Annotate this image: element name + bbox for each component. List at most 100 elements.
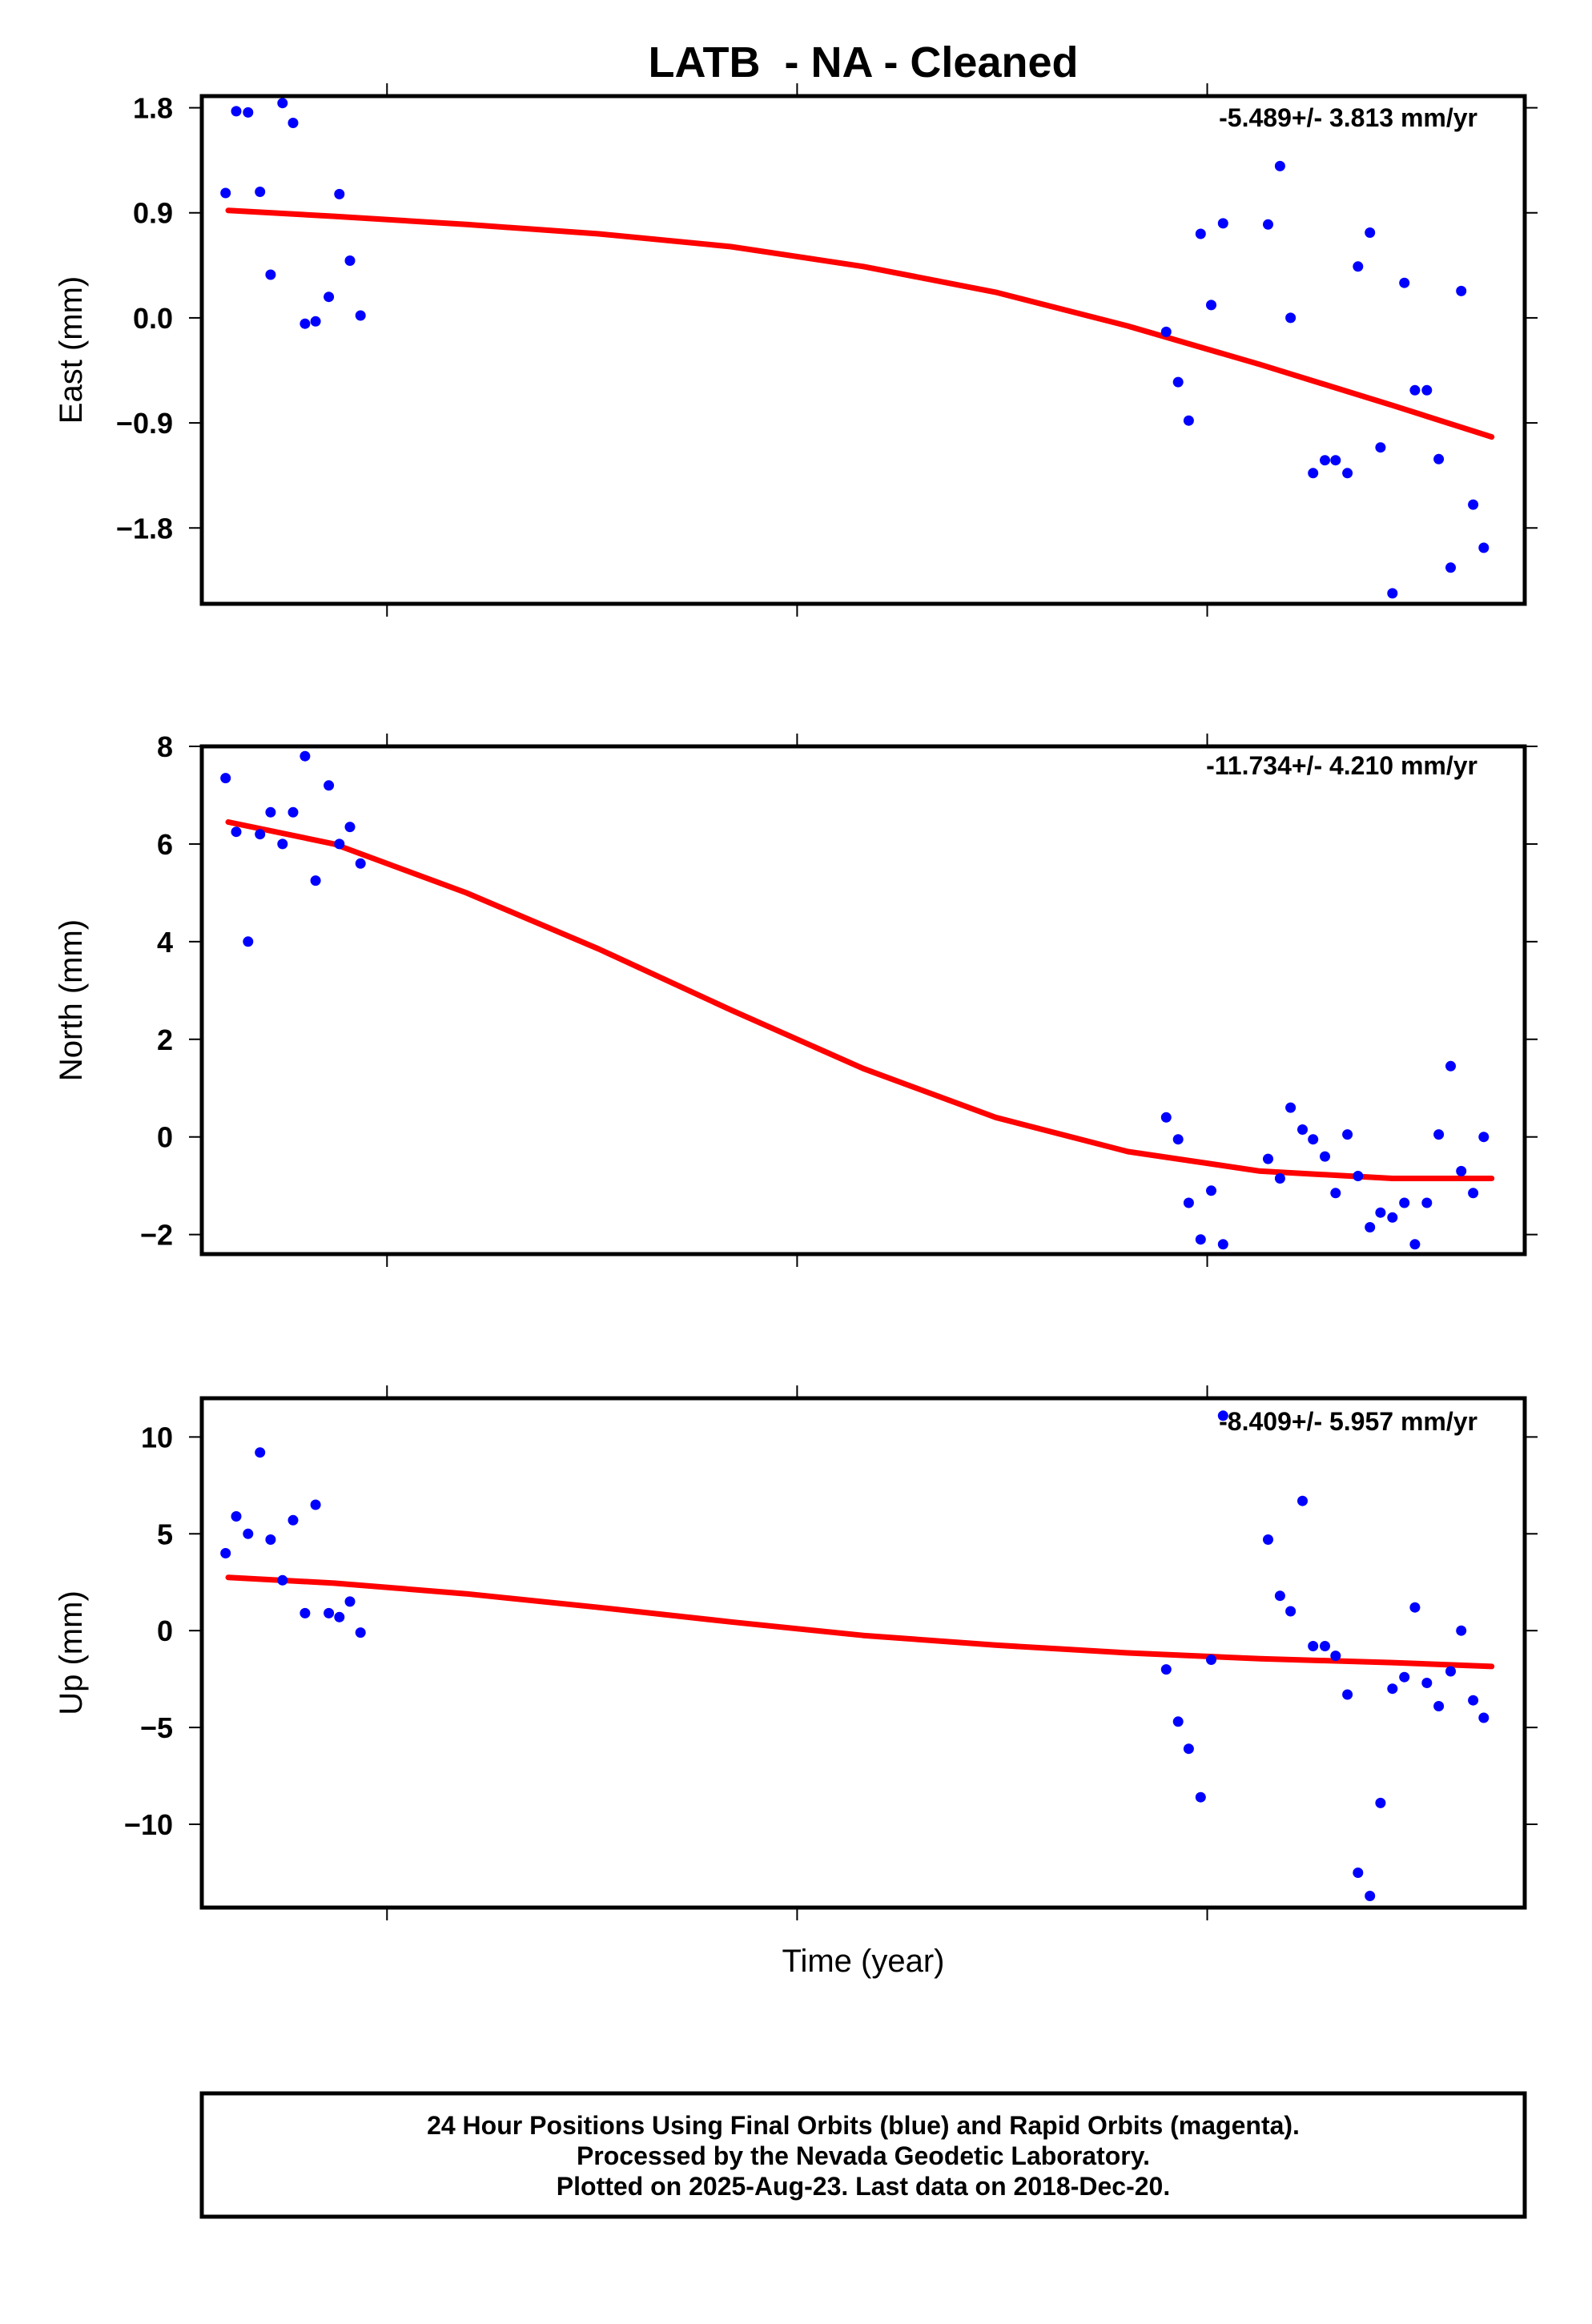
up-data-point [1320,1641,1330,1651]
north-data-point [1330,1188,1341,1199]
north-data-point [287,806,299,818]
up-data-point [1468,1695,1479,1706]
up-y-tick-label: −10 [124,1808,173,1841]
east-data-point [300,318,311,329]
north-data-point [243,936,254,947]
east-data-point [1285,312,1297,324]
north-data-point [300,750,311,762]
east-data-point [1217,218,1228,229]
east-data-point [243,107,254,118]
up-data-point [1330,1651,1341,1662]
north-rate-label: -11.734+/- 4.210 mm/yr [1206,751,1477,780]
up-data-point [1285,1606,1297,1617]
up-data-point [1183,1743,1194,1755]
up-data-point [1445,1666,1456,1677]
north-plot-frame [199,744,1527,1256]
north-data-point [1399,1197,1410,1208]
east-data-point [1468,499,1479,510]
east-data-point [1263,219,1273,230]
east-data-point [220,187,231,199]
east-data-point [1195,228,1206,239]
north-y-axis-label: North (mm) [54,919,89,1081]
up-data-point [324,1607,335,1618]
north-data-point [1445,1060,1456,1072]
east-data-point [1387,588,1398,599]
east-data-point [231,106,242,117]
up-data-point [1342,1689,1353,1700]
north-panel: 8 6 4 2 0 −2 North (mm) -11.734+/- 4.210 mm/yr [54,730,1538,1267]
footer-frame [199,2091,1527,2219]
east-y-tick-label: −0.9 [116,407,173,440]
north-data-point [255,829,266,840]
east-data-point [265,269,276,280]
footer-box: 24 Hour Positions Using Final Orbits (bl… [199,2091,1527,2219]
east-data-point [1160,326,1172,337]
north-fit-line [225,819,1495,1181]
up-data-point [1365,1891,1376,1901]
east-data-point [277,98,288,109]
north-data-point [1160,1112,1172,1123]
up-y-tick-label: 10 [141,1421,173,1454]
north-data-point [277,838,288,850]
east-data-point [1206,300,1216,311]
up-data-point [1297,1495,1308,1506]
north-data-point [1342,1129,1353,1140]
north-data-point [265,806,276,818]
north-data-point [1353,1171,1364,1181]
north-y-tick-label: 4 [157,926,173,959]
north-data-point [1320,1151,1330,1162]
east-data-point [1421,384,1433,396]
north-data-point [1183,1197,1194,1208]
north-data-point [355,858,366,869]
east-plot-frame [199,94,1527,606]
up-data-point [1433,1701,1445,1711]
east-data-point [1445,562,1456,573]
east-data-point [287,118,299,128]
north-data-point [1206,1185,1216,1196]
north-data-point [1375,1207,1386,1218]
north-data-point [1478,1132,1489,1143]
up-data-point [300,1607,311,1618]
up-data-point [243,1528,254,1539]
east-y-tick-label: 1.8 [133,92,173,125]
up-data-point [1399,1671,1410,1683]
up-panel: 10 5 0 −5 −10 Up (mm) -8.409+/- 5.957 mm/yr [54,1385,1538,1920]
up-data-point [265,1534,276,1545]
east-y-axis-label: East (mm) [54,276,89,424]
east-panel: 1.8 0.9 0.0 −0.9 −1.8 East (mm) -5.489+/- 3.81… [54,83,1538,617]
north-data-point [334,838,345,850]
north-y-tick-label: −2 [140,1219,173,1252]
east-data-point [1183,415,1194,426]
north-data-point [1263,1153,1273,1164]
up-data-point [277,1574,288,1586]
up-data-point [255,1447,266,1458]
north-data-point [1285,1102,1297,1113]
up-data-point [1274,1590,1285,1602]
east-data-point [324,292,335,303]
up-data-point [1409,1602,1421,1613]
north-data-point [231,826,242,838]
east-fit-line [225,207,1495,440]
up-data-point [1172,1716,1184,1727]
up-data-point [1195,1791,1206,1803]
north-data-point [1308,1134,1319,1145]
east-rate-label: -5.489+/- 3.813 mm/yr [1219,103,1477,132]
east-data-point [1365,227,1376,238]
up-data-point [220,1548,231,1558]
north-data-point [220,773,231,784]
east-data-point [1375,442,1386,453]
north-data-point [1456,1165,1467,1176]
up-y-tick-label: 5 [157,1518,173,1550]
east-data-point [355,310,366,321]
north-data-point [310,875,321,887]
east-data-point [1478,542,1489,553]
north-data-point [1274,1173,1285,1184]
east-data-point [255,187,266,197]
up-data-point [1308,1641,1319,1651]
north-data-point [1387,1212,1398,1223]
east-data-point [1320,455,1330,466]
up-data-point [1217,1410,1228,1421]
north-data-point [1172,1134,1184,1145]
up-data-point [1353,1868,1364,1878]
